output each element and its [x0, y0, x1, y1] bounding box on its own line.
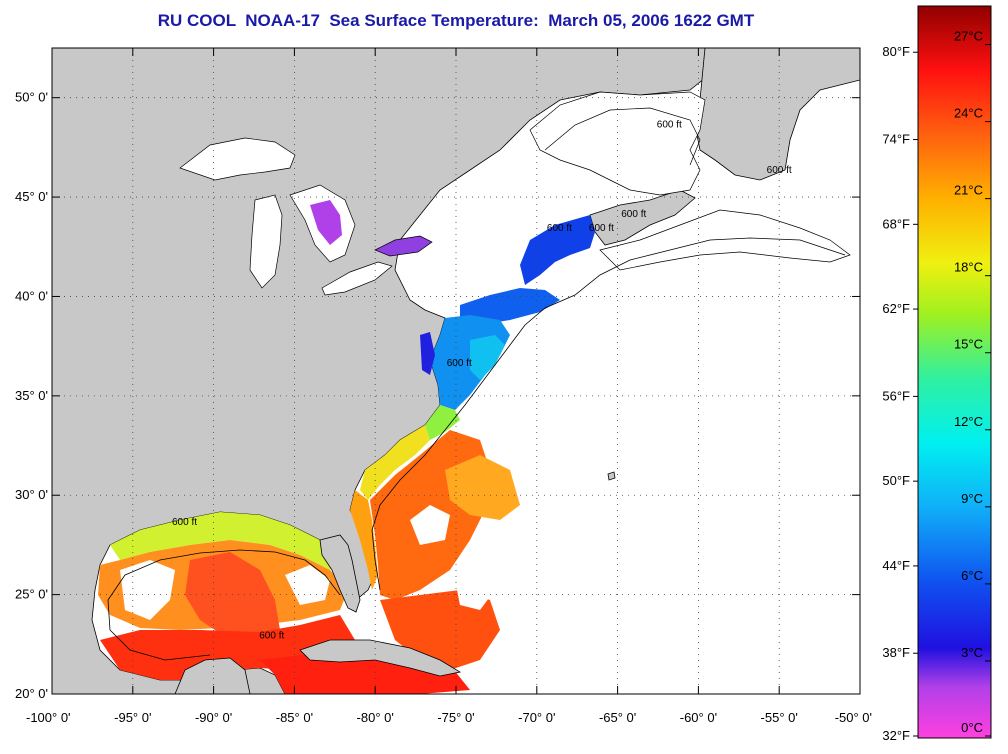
contour-label: 600 ft	[447, 358, 472, 369]
longitude-tick-label: -80° 0'	[357, 710, 394, 725]
contour-label: 600 ft	[547, 223, 572, 234]
contour-label: 600 ft	[172, 517, 197, 528]
sst-chesapeake	[420, 332, 435, 375]
longitude-tick-labels: -100° 0' -95° 0' -90° 0' -85° 0' -80° 0' -75°…	[26, 710, 872, 725]
longitude-tick-label: -90° 0'	[195, 710, 232, 725]
colorbar-c-label: 9°C	[961, 491, 983, 506]
contour-labels: 600 ft 600 ft 600 ft 600 ft 600 ft 600 ft 600 …	[172, 120, 792, 642]
colorbar-celsius-labels: 27°C 24°C 21°C 18°C 15°C 12°C 9°C 6°C 3°C 0°C	[954, 29, 991, 737]
sst-loop-current	[185, 552, 280, 650]
land-bermuda	[607, 471, 616, 481]
colorbar-c-label: 21°C	[954, 183, 983, 198]
longitude-tick-label: -75° 0'	[437, 710, 474, 725]
longitude-tick-label: -85° 0'	[276, 710, 313, 725]
cloud-gulf-west	[120, 560, 175, 620]
latitude-tick-label: 35° 0'	[15, 388, 48, 403]
lake-superior	[179, 137, 296, 181]
sst-sargasso-patch	[445, 455, 520, 520]
land-yucatan	[174, 657, 251, 694]
contour-label: 600 ft	[589, 223, 614, 234]
land-nova-scotia	[589, 189, 696, 246]
colorbar-fahrenheit-labels: 80°F 74°F 68°F 62°F 56°F 50°F 44°F 38°F 32°F	[882, 44, 918, 743]
colorbar-c-label: 18°C	[954, 260, 983, 275]
colorbar-f-label: 32°F	[882, 728, 910, 743]
land-cuba	[299, 639, 462, 677]
colorbar-f-label: 80°F	[882, 44, 910, 59]
sst-florida-east	[350, 490, 378, 590]
longitude-tick-label: -55° 0'	[761, 710, 798, 725]
no-data-scotian-shelf	[599, 209, 851, 271]
sst-carolina-shelf	[360, 425, 430, 500]
colorbar-f-label: 50°F	[882, 473, 910, 488]
colorbar-c-label: 12°C	[954, 414, 983, 429]
latitude-tick-label: 20° 0'	[15, 686, 48, 701]
lake-erie	[321, 261, 393, 296]
latitude-tick-label: 45° 0'	[15, 189, 48, 204]
cloud-bahamas	[410, 505, 450, 545]
colorbar-c-label: 6°C	[961, 568, 983, 583]
contour-label: 600 ft	[621, 209, 646, 220]
contour-label: 600 ft	[259, 630, 284, 641]
sst-hatteras-shelf	[425, 405, 460, 440]
map-title: RU COOL NOAA-17 Sea Surface Temperature:…	[157, 11, 755, 30]
colorbar-c-label: 27°C	[954, 29, 983, 44]
colorbar-c-label: 3°C	[961, 645, 983, 660]
longitude-tick-label: -70° 0'	[518, 710, 555, 725]
land-florida	[319, 534, 361, 613]
colorbar-f-label: 68°F	[882, 216, 910, 231]
latitude-tick-label: 25° 0'	[15, 587, 48, 602]
axis-ticks	[51, 48, 861, 695]
colorbar-c-label: 24°C	[954, 106, 983, 121]
longitude-tick-label: -100° 0'	[26, 710, 71, 725]
sst-gulf-north-shelf	[110, 512, 340, 570]
colorbar-f-label: 74°F	[882, 132, 910, 147]
colorbar-f-label: 56°F	[882, 388, 910, 403]
lake-huron-sst	[310, 200, 342, 245]
no-data-gulf-st-lawrence	[529, 91, 706, 196]
contour-label: 600 ft	[767, 165, 792, 176]
bathy-contour-atlantic	[371, 237, 846, 591]
colorbar-c-label: 0°C	[961, 720, 983, 735]
colorbar	[917, 5, 992, 739]
sst-gulf-of-maine	[520, 215, 595, 285]
cloud-gulf-east	[285, 565, 330, 605]
colorbar-c-label: 15°C	[954, 337, 983, 352]
colorbar-f-label: 44°F	[882, 558, 910, 573]
latitude-tick-label: 40° 0'	[15, 288, 48, 303]
longitude-tick-label: -50° 0'	[835, 710, 872, 725]
bathy-contour-gulf-stlawrence	[544, 107, 701, 166]
lake-ontario-sst	[374, 235, 433, 257]
colorbar-f-label: 62°F	[882, 301, 910, 316]
colorbar-f-label: 38°F	[882, 645, 910, 660]
sst-new-england-shelf	[460, 288, 560, 325]
bathy-contour-gulf	[107, 549, 341, 661]
sst-mid-atlantic-inner	[470, 335, 505, 380]
map-plot-area: 600 ft 600 ft 600 ft 600 ft 600 ft 600 ft 600 …	[52, 48, 860, 694]
longitude-tick-label: -65° 0'	[599, 710, 636, 725]
latitude-tick-label: 50° 0'	[15, 90, 48, 105]
latitude-tick-label: 30° 0'	[15, 487, 48, 502]
lake-michigan	[249, 194, 283, 289]
contour-label: 600 ft	[657, 120, 682, 131]
cloud-atlantic-south	[455, 570, 495, 610]
longitude-tick-label: -60° 0'	[680, 710, 717, 725]
latitude-tick-labels: 20° 0' 25° 0' 30° 0' 35° 0' 40° 0' 45° 0' 50° …	[15, 90, 48, 701]
longitude-tick-label: -95° 0'	[114, 710, 151, 725]
